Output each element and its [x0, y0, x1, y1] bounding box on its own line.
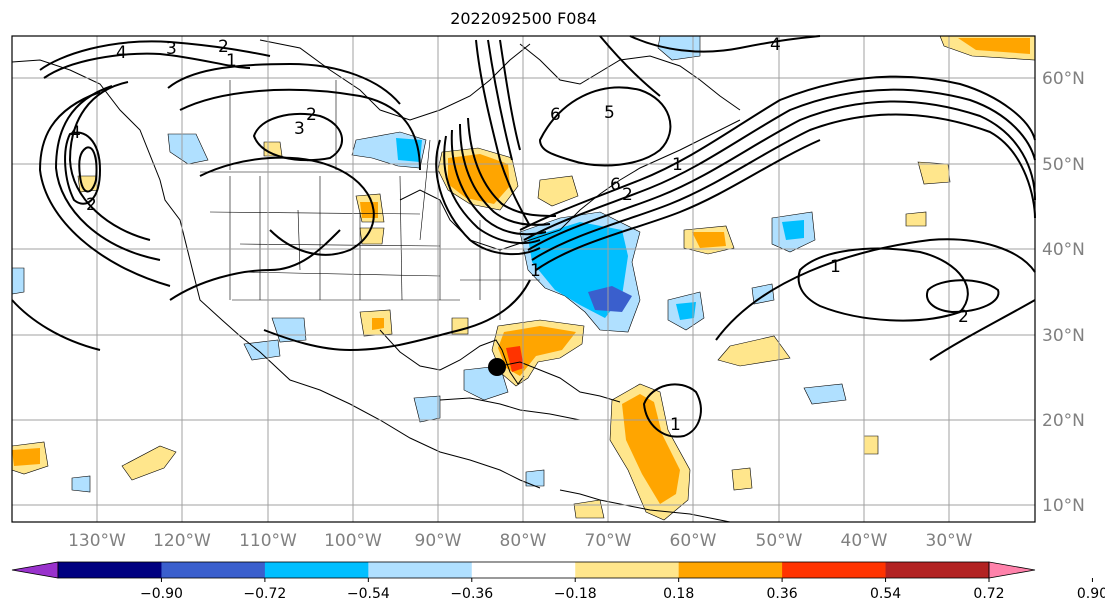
contour-label: 4	[770, 35, 781, 55]
lon-label: 50°W	[756, 531, 803, 551]
contour-label: 2	[218, 37, 229, 57]
contour-label: 6	[550, 105, 561, 125]
positive-anomaly-region	[372, 318, 384, 330]
lon-label: 40°W	[841, 531, 888, 551]
lon-label: 30°W	[926, 531, 973, 551]
colorbar-segment	[161, 562, 266, 578]
lon-label: 120°W	[153, 531, 211, 551]
colorbar-segment	[575, 562, 680, 578]
contour-labels: 4 3 2 1 2 3 4 2 1 6 5 4 1 2 6 1 2 1	[70, 35, 969, 435]
lat-label: 60°N	[1042, 69, 1085, 89]
negative-anomaly-region	[525, 469, 545, 487]
positive-anomaly-region	[360, 202, 378, 218]
longitude-labels: 130°W 120°W 110°W 100°W 90°W 80°W 70°W 6…	[68, 531, 973, 551]
state-borders	[200, 80, 540, 320]
negative-anomaly-region	[803, 383, 847, 405]
contour-label: 5	[604, 103, 615, 123]
colorbar-tick-label: −0.18	[554, 586, 597, 602]
colorbar-segment	[885, 562, 990, 578]
colorbar-tick-label: −0.72	[243, 586, 286, 602]
colorbar-segment	[264, 562, 369, 578]
lon-label: 100°W	[324, 531, 382, 551]
negative-anomaly-region	[167, 133, 209, 165]
colorbar-tick-label: −0.36	[450, 586, 493, 602]
negative-anomaly-region	[396, 138, 422, 162]
negative-anomaly-region	[676, 302, 696, 320]
storm-center-marker	[488, 358, 506, 376]
negative-anomaly-region	[11, 267, 25, 295]
lat-label: 40°N	[1042, 240, 1085, 260]
contour-label: 2	[306, 105, 317, 125]
contour-label: 4	[116, 43, 127, 63]
colorbar-segment	[368, 562, 473, 578]
positive-anomaly-region	[506, 346, 524, 372]
colorbar-extend-high	[988, 561, 1036, 579]
lon-label: 70°W	[585, 531, 632, 551]
positive-anomaly-region	[863, 435, 879, 455]
negative-anomaly-region	[243, 339, 281, 361]
positive-anomaly-region	[121, 445, 177, 481]
colorbar-tick-label: 0.36	[767, 586, 798, 602]
contour-label: 2	[86, 195, 97, 215]
contour-label: 1	[530, 261, 541, 281]
colorbar-outline	[57, 561, 990, 579]
contour-label: 2	[958, 307, 969, 327]
lon-label: 90°W	[415, 531, 462, 551]
colorbar-segment	[58, 562, 162, 578]
contour-label: 2	[622, 185, 633, 205]
positive-anomaly-region	[692, 232, 726, 248]
positive-anomaly-region	[917, 161, 951, 185]
colorbar-tick-label: 0.90	[1077, 586, 1105, 602]
negative-anomaly-region	[413, 395, 441, 423]
map-title: 2022092500 F084	[450, 9, 597, 28]
positive-anomaly-region	[12, 448, 40, 466]
colorbar-tick-label: 0.18	[663, 586, 694, 602]
contour-label: 1	[226, 51, 237, 71]
map-frame	[11, 35, 1036, 523]
contour-label: 1	[670, 415, 681, 435]
lat-label: 30°N	[1042, 326, 1085, 346]
lon-label: 80°W	[500, 531, 547, 551]
contour-label: 1	[830, 257, 841, 277]
contour-label: 3	[294, 119, 305, 139]
positive-anomaly-region	[537, 175, 579, 207]
contours	[11, 35, 1036, 438]
colorbar-tick-label: −0.90	[140, 586, 183, 602]
lat-label: 50°N	[1042, 155, 1085, 175]
lon-label: 130°W	[68, 531, 126, 551]
lon-label: 60°W	[670, 531, 717, 551]
colorbar-segment	[471, 562, 576, 578]
positive-anomaly-region	[731, 467, 753, 491]
negative-anomaly-region	[588, 286, 632, 312]
latitude-labels: 60°N 50°N 40°N 30°N 20°N 10°N	[1042, 69, 1085, 516]
colorbar-segment	[678, 562, 783, 578]
positive-anomaly-region	[905, 211, 927, 227]
negative-anomaly-region	[782, 220, 804, 240]
colorbar-tick-label: −0.54	[347, 586, 390, 602]
negative-anomaly-region	[71, 475, 91, 493]
positive-anomaly-region	[717, 335, 791, 367]
colorbar-tick-label: 0.72	[973, 586, 1004, 602]
contour-label: 6	[610, 175, 621, 195]
contour-label: 4	[70, 123, 81, 143]
colorbar-tick-label: 0.54	[870, 586, 901, 602]
map-panel: 4 3 2 1 2 3 4 2 1 6 5 4 1 2 6 1 2 1	[11, 35, 1036, 523]
lat-label: 10°N	[1042, 496, 1085, 516]
positive-anomaly-region	[622, 394, 680, 504]
contour-label: 1	[672, 155, 683, 175]
positive-anomaly-region	[359, 227, 385, 245]
coastlines	[11, 39, 741, 523]
shaded-anomalies	[11, 35, 1036, 521]
colorbar-extend-low	[11, 561, 59, 579]
contour-label: 3	[166, 39, 177, 59]
positive-anomaly-region	[958, 38, 1030, 54]
lon-label: 110°W	[239, 531, 297, 551]
lat-label: 20°N	[1042, 411, 1085, 431]
gridlines	[12, 36, 1035, 522]
colorbar: −0.90 −0.72 −0.54 −0.36 −0.18 0.18 0.36 0.54 0.7…	[11, 561, 1105, 602]
colorbar-segment	[782, 562, 887, 578]
